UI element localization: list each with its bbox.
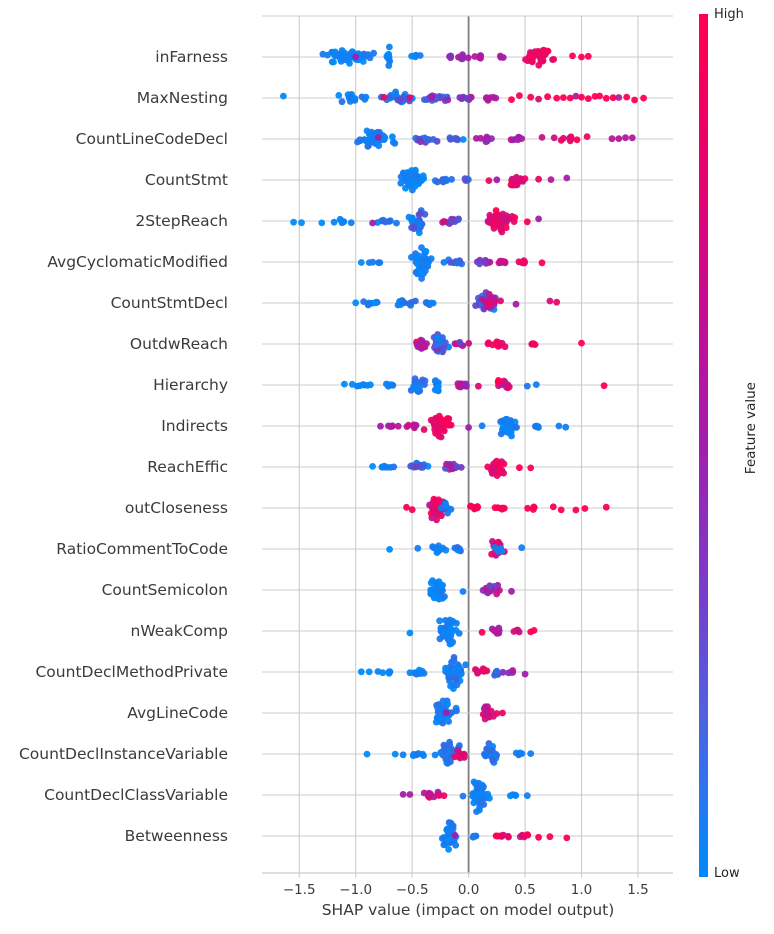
x-tick-label: −1.0 (339, 882, 373, 898)
x-tick-label: 0.5 (514, 882, 536, 898)
feature-label: CountSemicolon (101, 581, 228, 599)
feature-label: Indirects (161, 417, 228, 435)
x-tick-label: −0.5 (395, 882, 429, 898)
colorbar-high-label: High (714, 7, 744, 22)
colorbar-title: Feature value (743, 382, 759, 475)
feature-label: AvgCyclomaticModified (47, 253, 228, 271)
feature-label: inFarness (155, 48, 228, 66)
x-tick-label: −1.5 (282, 882, 316, 898)
colorbar-low-label: Low (714, 866, 740, 881)
x-axis-title: SHAP value (impact on model output) (321, 901, 615, 919)
feature-label: RatioCommentToCode (56, 540, 228, 558)
feature-label: CountDeclInstanceVariable (18, 745, 228, 763)
feature-label: outCloseness (124, 499, 228, 517)
feature-label: Hierarchy (153, 376, 228, 394)
feature-label: CountDeclMethodPrivate (35, 663, 228, 681)
feature-label: CountStmt (144, 171, 228, 189)
x-tick-label: 0.0 (457, 882, 480, 898)
feature-label: Betweenness (124, 827, 228, 845)
feature-label: MaxNesting (136, 89, 228, 107)
feature-label: CountLineCodeDecl (75, 130, 228, 148)
x-tick-label: 1.5 (627, 882, 649, 898)
feature-label: 2StepReach (135, 212, 228, 230)
feature-label: CountStmtDecl (110, 294, 228, 312)
x-tick-label: 1.0 (570, 882, 593, 898)
feature-label: CountDeclClassVariable (44, 786, 228, 804)
feature-value-colorbar (699, 14, 708, 877)
feature-label: AvgLineCode (127, 704, 228, 722)
feature-label: ReachEffic (147, 458, 228, 476)
feature-label: nWeakComp (130, 622, 229, 640)
feature-label: OutdwReach (129, 335, 228, 353)
